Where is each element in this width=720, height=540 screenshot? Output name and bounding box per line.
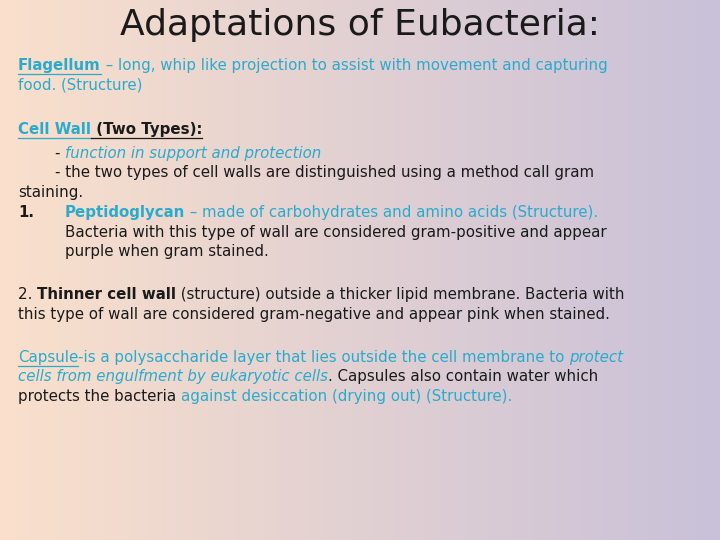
Text: -is a polysaccharide layer that lies outside the cell membrane to: -is a polysaccharide layer that lies out… <box>78 349 570 364</box>
Text: protects the bacteria: protects the bacteria <box>18 388 181 403</box>
Text: – long, whip like projection to assist with movement and capturing: – long, whip like projection to assist w… <box>101 58 608 73</box>
Text: (structure) outside a thicker lipid membrane. Bacteria with: (structure) outside a thicker lipid memb… <box>176 287 625 302</box>
Text: food. (Structure): food. (Structure) <box>18 78 143 92</box>
Text: cells from engulfment by eukaryotic cells: cells from engulfment by eukaryotic cell… <box>18 369 328 384</box>
Text: function in support and protection: function in support and protection <box>66 146 322 161</box>
Text: -: - <box>55 146 66 161</box>
Text: protect: protect <box>570 349 624 364</box>
Text: – made of carbohydrates and amino acids (Structure).: – made of carbohydrates and amino acids … <box>185 205 598 220</box>
Text: Flagellum: Flagellum <box>18 58 101 73</box>
Text: Cell Wall: Cell Wall <box>18 123 91 137</box>
Text: (Two Types):: (Two Types): <box>91 123 202 137</box>
Text: Adaptations of Eubacteria:: Adaptations of Eubacteria: <box>120 8 600 42</box>
Text: purple when gram stained.: purple when gram stained. <box>65 244 269 259</box>
Text: Bacteria with this type of wall are considered gram-positive and appear: Bacteria with this type of wall are cons… <box>65 225 607 240</box>
Text: 2.: 2. <box>18 287 37 302</box>
Text: Capsule: Capsule <box>18 349 78 364</box>
Text: Thinner cell wall: Thinner cell wall <box>37 287 176 302</box>
Text: 1.: 1. <box>18 205 34 220</box>
Text: . Capsules also contain water which: . Capsules also contain water which <box>328 369 598 384</box>
Text: against desiccation (drying out) (Structure).: against desiccation (drying out) (Struct… <box>181 388 512 403</box>
Text: staining.: staining. <box>18 185 83 200</box>
Text: Peptidoglycan: Peptidoglycan <box>65 205 185 220</box>
Text: - the two types of cell walls are distinguished using a method call gram: - the two types of cell walls are distin… <box>55 165 594 180</box>
Text: this type of wall are considered gram-negative and appear pink when stained.: this type of wall are considered gram-ne… <box>18 307 610 322</box>
